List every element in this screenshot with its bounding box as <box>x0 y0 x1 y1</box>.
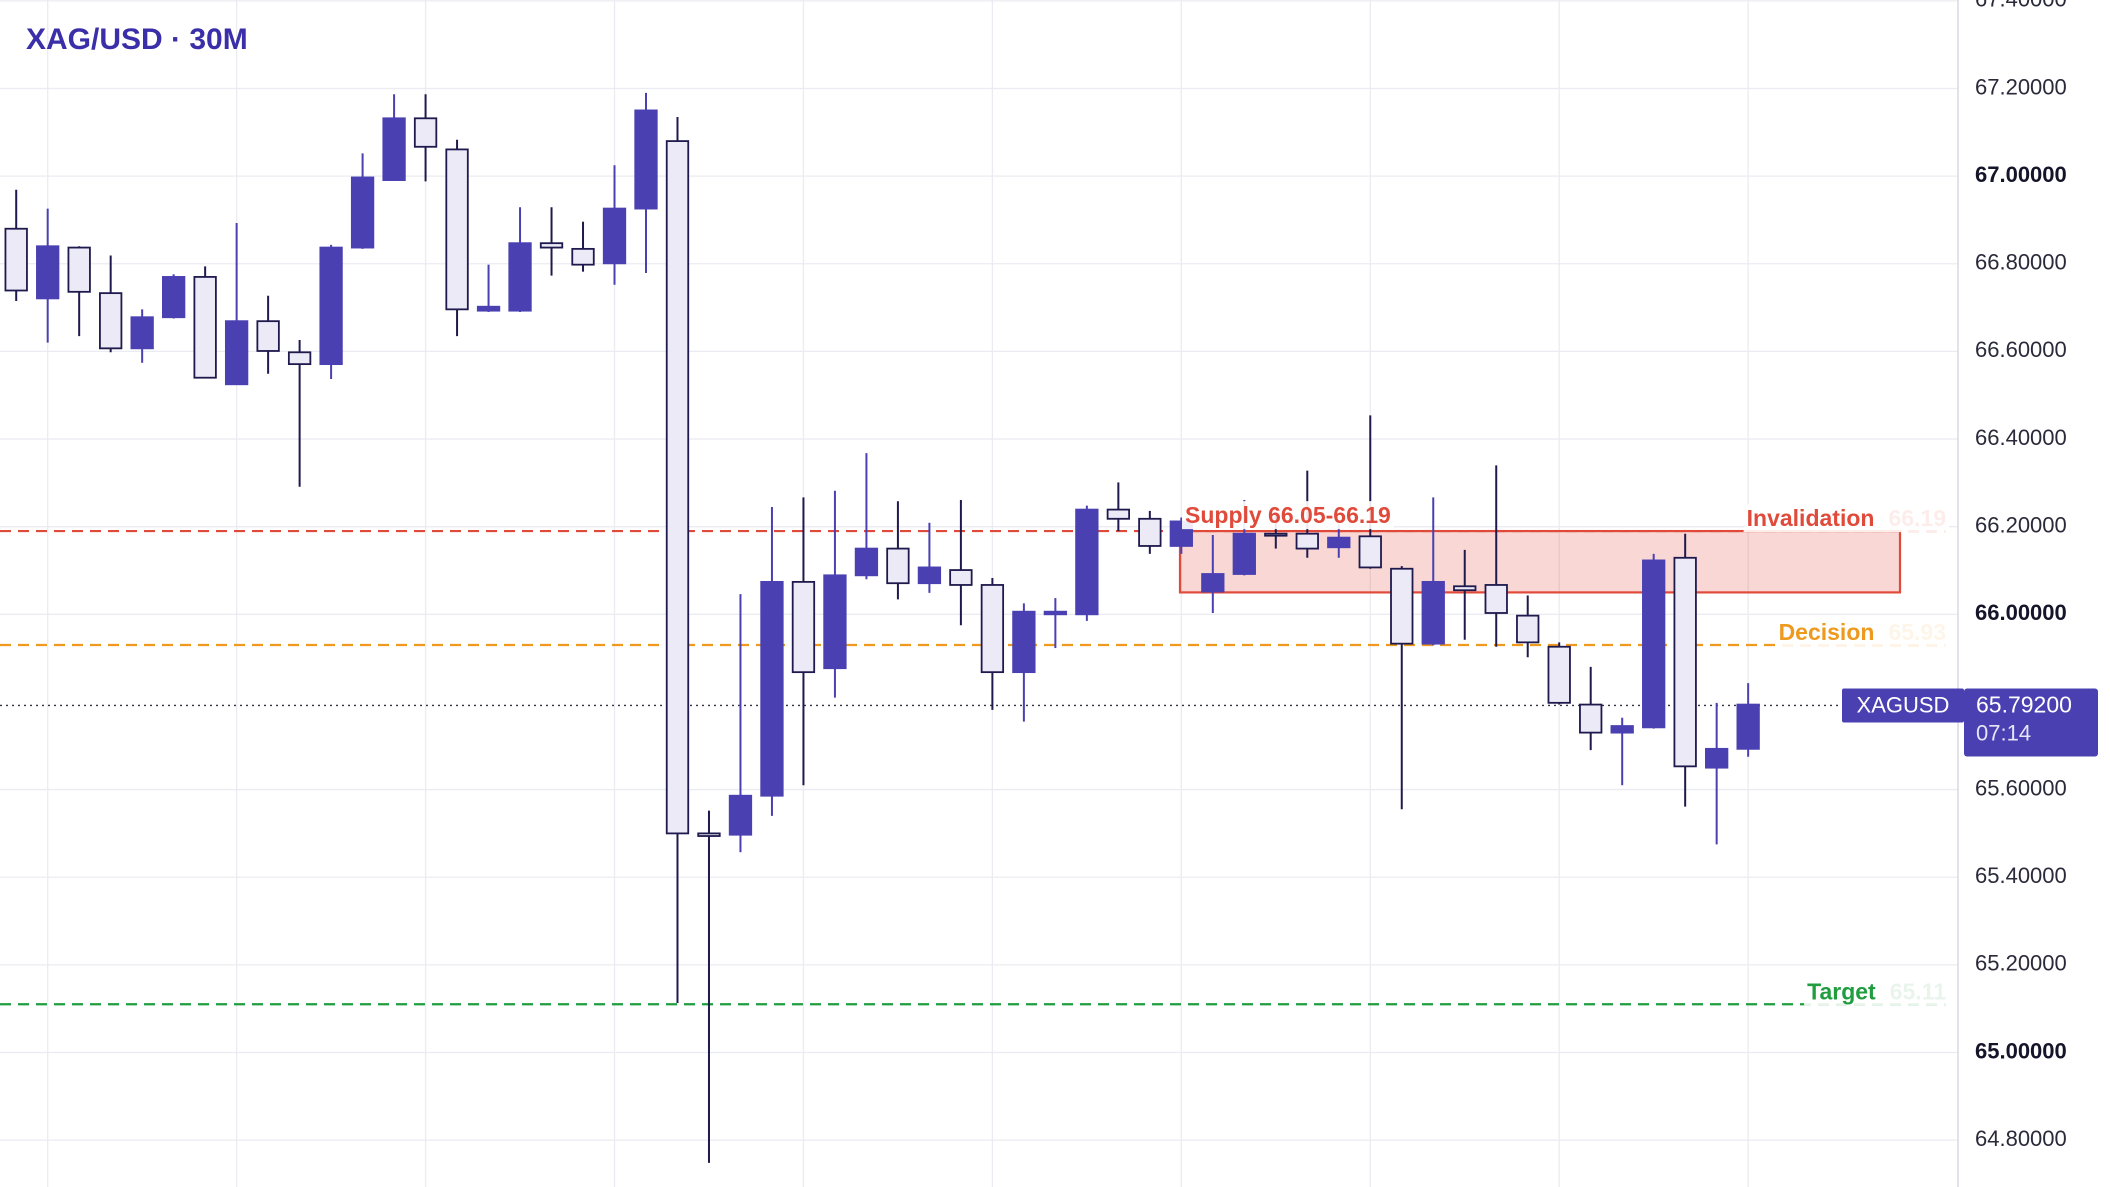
candle-body <box>1264 532 1288 537</box>
candle-body <box>634 109 658 210</box>
candle-body <box>854 547 879 577</box>
label-background <box>1775 618 1949 647</box>
candle-body <box>1043 610 1068 616</box>
candle-body <box>36 245 60 300</box>
label-background <box>1743 504 1949 533</box>
y-axis: 64.80000 65.00000 65.20000 65.40000 65.60000… <box>1842 0 2098 1151</box>
candle-body <box>728 794 753 836</box>
candle-body <box>1075 508 1099 616</box>
y-tick-label: 64.80000 <box>1975 1126 2067 1151</box>
y-tick-label: 66.20000 <box>1975 512 2067 537</box>
candle-body <box>1106 508 1130 520</box>
candle-body <box>1484 584 1508 614</box>
candle-body <box>1642 559 1666 729</box>
candle-body <box>67 246 91 293</box>
candle-body <box>1705 747 1729 769</box>
candle-body <box>539 242 564 249</box>
candle-body <box>886 547 910 585</box>
y-tick-label: 66.80000 <box>1975 250 2067 275</box>
y-tick-label: 65.20000 <box>1975 951 2067 976</box>
candle-body <box>99 292 123 350</box>
candle-body <box>130 316 154 350</box>
candle-body <box>319 246 343 366</box>
price-tag <box>1964 688 2098 757</box>
y-tick-label: 65.40000 <box>1975 863 2067 888</box>
candle-body <box>382 117 406 181</box>
candle-body <box>476 305 501 312</box>
candle-body <box>791 580 816 674</box>
supply-zone <box>1178 529 1902 594</box>
symbol-tag <box>1842 688 1964 723</box>
candle-body <box>1138 517 1162 547</box>
candle-body <box>602 207 627 265</box>
candle-body <box>823 574 847 670</box>
candle-body <box>1673 556 1697 768</box>
y-tick-label: 66.40000 <box>1975 425 2067 450</box>
candle-body <box>1610 725 1634 734</box>
y-tick-label: 66.00000 <box>1975 600 2067 625</box>
y-tick-label: 67.20000 <box>1975 74 2067 99</box>
y-tick-label: 67.40000 <box>1975 0 2067 12</box>
symbol-tag-text: XAGUSD <box>1857 692 1950 717</box>
candle-body <box>1295 532 1319 550</box>
candle-body <box>161 276 186 319</box>
level-name: Decision <box>1779 619 1875 645</box>
candles <box>4 92 1760 1163</box>
candle-body <box>4 227 28 292</box>
candle-body <box>1201 573 1225 593</box>
price-tag-countdown: 07:14 <box>1976 720 2031 745</box>
candle-body <box>445 148 469 311</box>
candle-body <box>665 140 690 835</box>
candle-body <box>980 584 1005 674</box>
label-background <box>1182 501 1394 530</box>
candle-body <box>1012 610 1036 674</box>
candle-body <box>1453 585 1477 592</box>
candle-body <box>949 569 973 586</box>
candle-body <box>1390 567 1414 645</box>
label-background <box>1804 977 1950 1006</box>
candle-body <box>224 320 249 386</box>
candle-body <box>1232 532 1256 575</box>
y-tick-label: 65.60000 <box>1975 775 2067 800</box>
y-tick-label: 67.00000 <box>1975 162 2067 187</box>
candle-body <box>508 242 532 312</box>
candle-body <box>1736 703 1760 750</box>
candle-body <box>413 117 438 148</box>
candle-body <box>917 566 942 585</box>
y-tick-label: 65.00000 <box>1975 1038 2067 1063</box>
chart-title: XAG/USD · 30M <box>26 23 248 56</box>
candle-body <box>287 351 312 366</box>
y-tick-label: 66.60000 <box>1975 337 2067 362</box>
candle-body <box>193 276 217 379</box>
candle-body <box>1516 614 1540 644</box>
level-name: Target <box>1807 978 1876 1004</box>
candle-body <box>1327 536 1351 549</box>
level-name: Invalidation <box>1747 505 1875 531</box>
candle-body <box>1421 580 1445 645</box>
candle-body <box>1547 645 1571 704</box>
candle-body <box>697 832 721 837</box>
candle-body <box>1579 703 1603 734</box>
price-tag-value: 65.79200 <box>1976 692 2072 718</box>
zone-label: Supply 66.05-66.19 <box>1185 502 1391 528</box>
candle-body <box>256 320 280 352</box>
candle-body <box>571 247 595 266</box>
candle-body <box>760 580 784 797</box>
candle-body <box>1358 535 1382 569</box>
candle-body <box>350 176 375 249</box>
labels: 66.19Invalidation65.93Decision65.11Targe… <box>1182 501 1950 1006</box>
